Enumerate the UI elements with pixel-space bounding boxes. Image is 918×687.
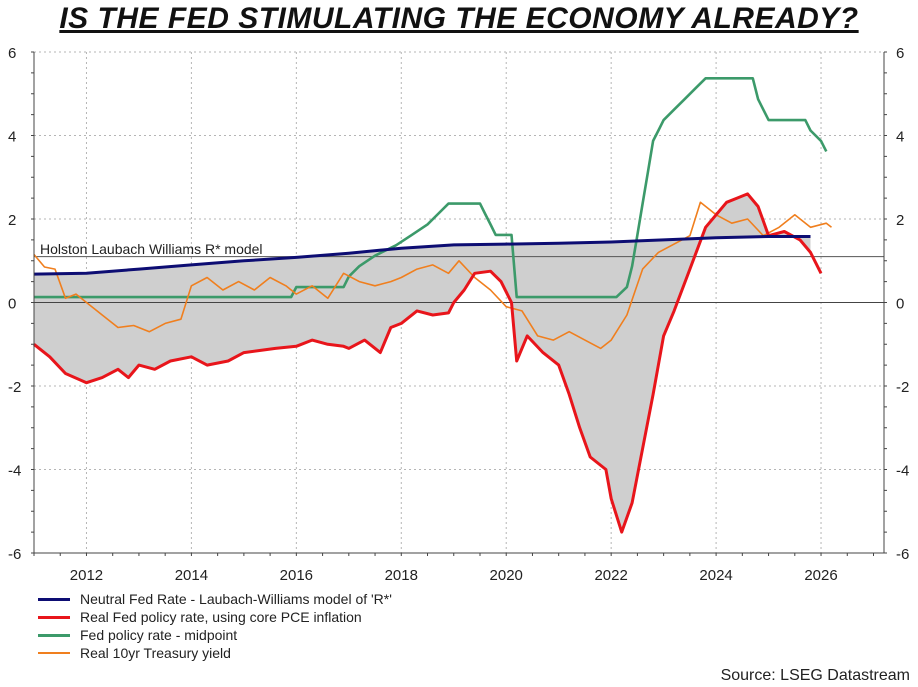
- y-tick-label-left: 0: [8, 296, 16, 313]
- y-tick-label-right: 0: [896, 296, 904, 313]
- legend-swatch-fed-policy: [38, 633, 70, 637]
- series-line-real-fed: [33, 192, 823, 534]
- legend-item-real-fed: Real Fed policy rate, using core PCE inf…: [38, 608, 392, 626]
- y-tick-label-left: 6: [8, 45, 16, 62]
- y-tick-label-right: 2: [896, 212, 904, 229]
- legend-swatch-treasury: [38, 652, 70, 654]
- y-tick-label-right: -2: [896, 379, 909, 396]
- legend-item-fed-policy: Fed policy rate - midpoint: [38, 626, 392, 644]
- legend-item-neutral: Neutral Fed Rate - Laubach-Williams mode…: [38, 590, 392, 608]
- x-tick-label: 2022: [594, 567, 627, 584]
- x-tick-label: 2024: [699, 567, 732, 584]
- y-tick-label-right: 6: [896, 45, 904, 62]
- chart-title: IS THE FED STIMULATING THE ECONOMY ALREA…: [59, 2, 859, 35]
- x-tick-label: 2018: [385, 567, 418, 584]
- legend-label-treasury: Real 10yr Treasury yield: [80, 645, 231, 661]
- y-tick-label-left: 2: [8, 212, 16, 229]
- y-tick-label-left: -4: [8, 463, 21, 480]
- source-note: Source: LSEG Datastream: [720, 667, 910, 684]
- y-tick-label-right: -6: [896, 546, 909, 563]
- shaded-gap-area: [34, 194, 811, 533]
- x-tick-label: 2026: [804, 567, 837, 584]
- x-tick-label: 2014: [175, 567, 208, 584]
- series-lines: [33, 77, 832, 534]
- legend-label-fed-policy: Fed policy rate - midpoint: [80, 627, 238, 643]
- series-line-fed-policy: [34, 77, 828, 299]
- y-tick-label-right: 4: [896, 129, 904, 146]
- reference-lines: [34, 256, 884, 303]
- series-line-neutral: [33, 235, 811, 276]
- axes: -6 -6 -4 -4 -2 -2 0 0 2 2 4 4 6 6 2012 2014 2016 2018 2020…: [8, 45, 909, 584]
- chart-svg: -6 -6 -4 -4 -2 -2 0 0 2 2 4 4 6 6 2012 2014 2016 2018 2020…: [8, 45, 909, 584]
- legend: Neutral Fed Rate - Laubach-Williams mode…: [38, 590, 392, 662]
- x-tick-label: 2020: [490, 567, 523, 584]
- legend-swatch-neutral: [38, 597, 70, 601]
- y-tick-label-left: -2: [8, 379, 21, 396]
- x-tick-label: 2016: [280, 567, 313, 584]
- rstar-annotation: Holston Laubach Williams R* model: [40, 241, 263, 257]
- shaded-area: [34, 194, 811, 533]
- y-tick-label-right: -4: [896, 463, 909, 480]
- y-tick-label-left: 4: [8, 129, 16, 146]
- series-line-treasury: [33, 201, 832, 350]
- legend-label-real-fed: Real Fed policy rate, using core PCE inf…: [80, 609, 362, 625]
- legend-label-neutral: Neutral Fed Rate - Laubach-Williams mode…: [80, 591, 392, 607]
- x-tick-label: 2012: [70, 567, 103, 584]
- legend-swatch-real-fed: [38, 615, 70, 619]
- legend-item-treasury: Real 10yr Treasury yield: [38, 644, 392, 662]
- y-tick-label-left: -6: [8, 546, 21, 563]
